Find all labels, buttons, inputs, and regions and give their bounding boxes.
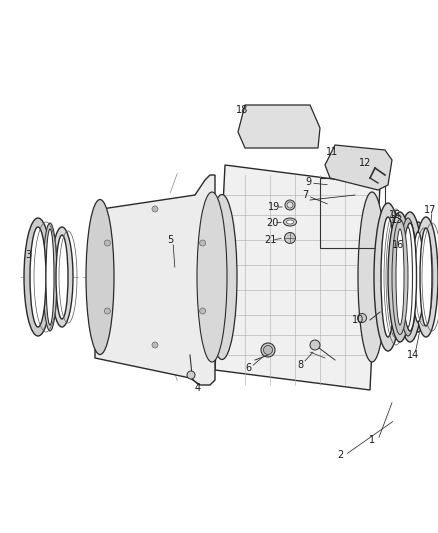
Ellipse shape — [187, 371, 195, 379]
Ellipse shape — [285, 200, 295, 210]
Text: 11: 11 — [326, 147, 338, 157]
Ellipse shape — [51, 227, 73, 327]
Text: 13: 13 — [391, 215, 403, 225]
Ellipse shape — [207, 195, 237, 359]
Ellipse shape — [403, 223, 417, 331]
Text: 20: 20 — [266, 218, 278, 228]
Text: 19: 19 — [268, 202, 280, 212]
Ellipse shape — [399, 218, 417, 336]
Text: 7: 7 — [302, 190, 308, 200]
Ellipse shape — [310, 340, 320, 350]
Text: 21: 21 — [264, 235, 276, 245]
Text: 1: 1 — [369, 435, 375, 445]
Ellipse shape — [358, 192, 386, 362]
Ellipse shape — [264, 345, 272, 354]
Ellipse shape — [30, 227, 46, 327]
Ellipse shape — [414, 217, 438, 337]
Ellipse shape — [407, 222, 429, 332]
Polygon shape — [95, 175, 215, 385]
Text: 16: 16 — [392, 240, 404, 250]
Ellipse shape — [283, 218, 297, 226]
Text: 6: 6 — [245, 363, 251, 373]
Text: 15: 15 — [389, 210, 401, 220]
Text: 18: 18 — [236, 105, 248, 115]
Ellipse shape — [152, 342, 158, 348]
Text: 5: 5 — [167, 235, 173, 245]
Ellipse shape — [43, 223, 57, 331]
Text: 14: 14 — [407, 350, 419, 360]
Ellipse shape — [388, 212, 412, 342]
Text: 3: 3 — [25, 250, 31, 260]
Polygon shape — [325, 145, 392, 190]
Polygon shape — [215, 165, 380, 390]
Text: 9: 9 — [305, 177, 311, 187]
Ellipse shape — [396, 229, 404, 325]
Ellipse shape — [420, 228, 432, 326]
Ellipse shape — [394, 224, 406, 330]
Ellipse shape — [374, 203, 402, 351]
Ellipse shape — [285, 232, 296, 244]
Text: 8: 8 — [297, 360, 303, 370]
Ellipse shape — [357, 313, 367, 322]
Text: 17: 17 — [424, 205, 436, 215]
Text: 2: 2 — [337, 450, 343, 460]
Ellipse shape — [152, 206, 158, 212]
Ellipse shape — [104, 308, 110, 314]
Ellipse shape — [24, 218, 52, 336]
Ellipse shape — [46, 229, 54, 325]
Text: 10: 10 — [352, 315, 364, 325]
Ellipse shape — [56, 235, 68, 319]
Ellipse shape — [104, 240, 110, 246]
Text: 4: 4 — [195, 383, 201, 393]
Ellipse shape — [287, 202, 293, 208]
Ellipse shape — [286, 220, 293, 224]
Ellipse shape — [413, 232, 424, 322]
Ellipse shape — [200, 240, 205, 246]
Ellipse shape — [397, 212, 423, 342]
Polygon shape — [238, 105, 320, 148]
Text: 12: 12 — [359, 158, 371, 168]
Ellipse shape — [200, 308, 205, 314]
Ellipse shape — [86, 199, 114, 354]
Ellipse shape — [392, 220, 408, 335]
Ellipse shape — [381, 217, 395, 337]
Ellipse shape — [403, 227, 413, 327]
Ellipse shape — [261, 343, 275, 357]
Ellipse shape — [197, 192, 227, 362]
